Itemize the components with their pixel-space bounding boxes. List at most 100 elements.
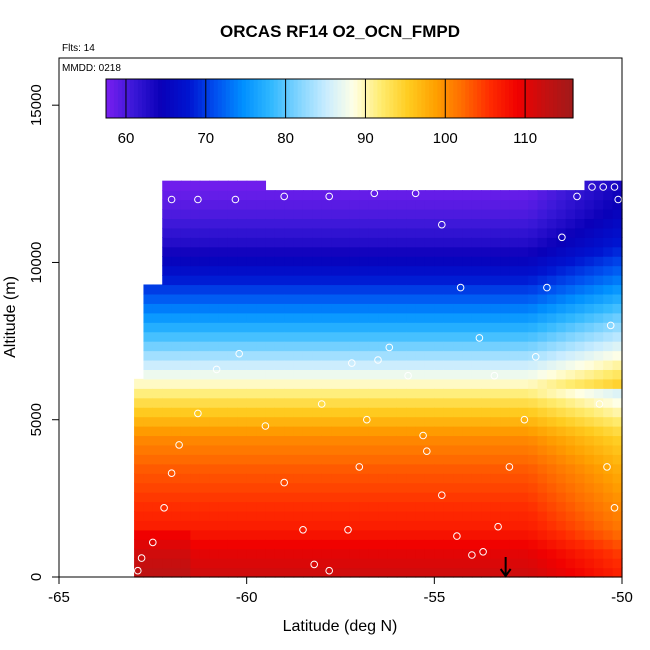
heatmap-cell	[490, 369, 501, 380]
heatmap-cell	[537, 529, 548, 540]
heatmap-cell	[162, 416, 173, 427]
heatmap-cell	[162, 558, 173, 569]
heatmap-cell	[462, 265, 473, 276]
heatmap-cell	[265, 275, 276, 286]
heatmap-cell	[246, 275, 257, 286]
heatmap-cell	[584, 520, 595, 531]
heatmap-cell	[471, 331, 482, 342]
heatmap-cell	[378, 567, 389, 578]
heatmap-cell	[471, 378, 482, 389]
heatmap-cell	[537, 463, 548, 474]
heatmap-cell	[162, 548, 173, 559]
heatmap-cell	[331, 539, 342, 550]
heatmap-cell	[190, 341, 201, 352]
heatmap-cell	[190, 369, 201, 380]
heatmap-cell	[528, 199, 539, 210]
heatmap-cell	[218, 331, 229, 342]
heatmap-cell	[152, 369, 163, 380]
heatmap-cell	[312, 246, 323, 257]
heatmap-cell	[331, 265, 342, 276]
heatmap-cell	[359, 426, 370, 437]
heatmap-cell	[349, 416, 360, 427]
heatmap-cell	[603, 284, 614, 295]
heatmap-cell	[518, 567, 529, 578]
heatmap-cell	[612, 397, 623, 408]
heatmap-cell	[349, 350, 360, 361]
heatmap-cell	[575, 341, 586, 352]
heatmap-cell	[603, 435, 614, 446]
heatmap-cell	[302, 529, 313, 540]
heatmap-cell	[199, 312, 210, 323]
heatmap-cell	[284, 190, 295, 201]
colorbar-cell	[565, 79, 570, 118]
heatmap-cell	[434, 473, 445, 484]
heatmap-cell	[528, 378, 539, 389]
heatmap-cell	[556, 407, 567, 418]
heatmap-cell	[509, 539, 520, 550]
heatmap-cell	[256, 529, 267, 540]
heatmap-cell	[471, 558, 482, 569]
heatmap-cell	[500, 312, 510, 323]
colorbar-cell	[421, 79, 426, 118]
heatmap-cell	[443, 350, 454, 361]
heatmap-cell	[152, 463, 163, 474]
heatmap-cell	[284, 237, 295, 248]
heatmap-cell	[500, 350, 510, 361]
heatmap-cell	[162, 322, 173, 333]
heatmap-cell	[481, 454, 492, 465]
heatmap-cell	[274, 331, 285, 342]
heatmap-cell	[152, 435, 163, 446]
heatmap-cell	[537, 350, 548, 361]
heatmap-cell	[180, 407, 191, 418]
heatmap-cell	[584, 341, 595, 352]
heatmap-cell	[612, 369, 623, 380]
heatmap-cell	[612, 520, 623, 531]
x-tick-label: -65	[48, 589, 70, 606]
heatmap-cell	[471, 435, 482, 446]
heatmap-cell	[331, 218, 342, 229]
heatmap-cell	[575, 473, 586, 484]
heatmap-cell	[227, 510, 238, 521]
colorbar-cell	[509, 79, 514, 118]
heatmap-cell	[227, 473, 238, 484]
heatmap-cell	[584, 190, 595, 201]
heatmap-cell	[509, 246, 520, 257]
heatmap-cell	[293, 322, 304, 333]
heatmap-cell	[490, 190, 501, 201]
heatmap-cell	[528, 473, 539, 484]
heatmap-cell	[199, 218, 210, 229]
heatmap-cell	[237, 256, 248, 267]
heatmap-cell	[265, 303, 276, 314]
heatmap-cell	[518, 312, 529, 323]
heatmap-cell	[209, 444, 220, 455]
heatmap-cell	[415, 510, 426, 521]
heatmap-cell	[143, 293, 154, 304]
heatmap-cell	[546, 199, 557, 210]
heatmap-cell	[162, 426, 173, 437]
heatmap-cell	[293, 237, 304, 248]
heatmap-cell	[171, 180, 182, 191]
heatmap-cell	[284, 227, 295, 238]
heatmap-cell	[340, 520, 351, 531]
colorbar-tick-label: 100	[433, 130, 458, 147]
heatmap-cell	[509, 331, 520, 342]
heatmap-cell	[424, 218, 435, 229]
heatmap-cell	[162, 293, 173, 304]
heatmap-cell	[218, 529, 229, 540]
heatmap-cell	[387, 208, 398, 220]
heatmap-cell	[171, 482, 182, 493]
heatmap-cell	[462, 312, 473, 323]
heatmap-cell	[406, 426, 417, 437]
heatmap-cell	[406, 435, 417, 446]
heatmap-cell	[575, 265, 586, 276]
heatmap-cell	[190, 482, 201, 493]
colorbar-cell	[429, 79, 434, 118]
heatmap-cell	[302, 426, 313, 437]
heatmap-cell	[237, 407, 248, 418]
heatmap-cell	[575, 463, 586, 474]
heatmap-cell	[406, 256, 417, 267]
heatmap-cell	[180, 567, 191, 578]
heatmap-cell	[481, 284, 492, 295]
heatmap-cell	[528, 416, 539, 427]
heatmap-cell	[575, 246, 586, 257]
